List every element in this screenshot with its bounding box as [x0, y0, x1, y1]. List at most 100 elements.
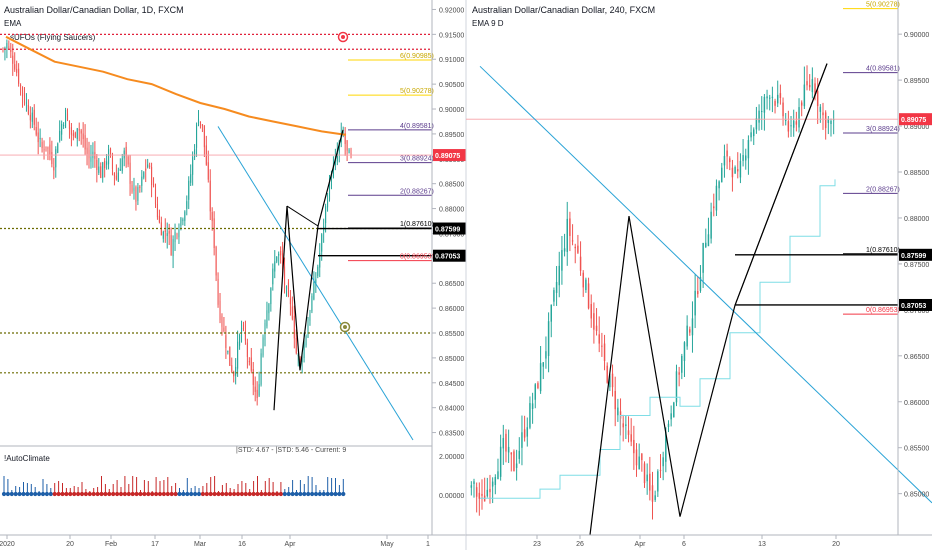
right-candle	[526, 427, 529, 437]
right-candle	[739, 160, 742, 178]
left-candle	[76, 128, 78, 139]
autoclimate-dot	[313, 491, 319, 497]
left-candle	[70, 127, 72, 135]
right-fib-label: 5(0.90278)	[866, 2, 900, 9]
autoclimate-tick-0: 0.00000	[439, 493, 464, 500]
left-fib-label: 6(0.90985)	[400, 53, 434, 60]
left-candle	[94, 152, 96, 159]
left-candle	[284, 266, 286, 285]
left-candle	[25, 102, 27, 104]
left-candle	[180, 218, 182, 226]
left-candle	[242, 324, 245, 329]
right-candle	[478, 492, 481, 499]
left-candle	[182, 219, 184, 222]
autoclimate-dot	[99, 491, 104, 497]
right-candle	[502, 438, 505, 449]
autoclimate-dot	[76, 491, 81, 497]
right-pane[interactable]: Australian Dollar/Canadian Dollar, 240, …	[466, 0, 932, 548]
left-ufo-marker-red-core	[341, 35, 345, 39]
right-candle	[766, 96, 768, 99]
left-candle	[21, 87, 24, 97]
left-candle	[215, 246, 217, 276]
autoclimate-dot	[169, 491, 174, 497]
left-y-tick-label: 0.90500	[439, 82, 464, 89]
left-x-tick-label: 2020	[0, 541, 15, 548]
left-time-axis[interactable]: 2020 20 Feb 17 Mar 16 Apr May 1	[0, 534, 466, 548]
left-candle	[199, 121, 202, 123]
right-time-axis[interactable]: 23 26 Apr 6 13 20	[466, 534, 932, 548]
left-price-axis[interactable]: 0.92000 0.91500 0.91000 0.90500 0.90000 0.895…	[0, 0, 466, 535]
left-candle	[240, 327, 243, 333]
left-y-tick-label: 0.89500	[439, 132, 464, 139]
left-candle	[235, 366, 237, 376]
left-candle	[125, 146, 127, 156]
right-candle	[510, 452, 513, 455]
right-candle	[579, 256, 582, 271]
right-x-tick-label: 20	[832, 541, 840, 548]
left-candle	[39, 137, 41, 140]
left-candle	[152, 184, 155, 187]
left-candle	[29, 114, 31, 121]
right-y-tick-label: 0.86500	[904, 354, 929, 361]
left-candle	[82, 133, 84, 140]
right-candle	[784, 119, 787, 121]
right-price-axis[interactable]: 0.90000 0.89500 0.89000 0.88500 0.88000 0.875…	[897, 0, 932, 535]
left-candle	[2, 48, 4, 50]
autoclimate-dot	[150, 491, 155, 497]
right-candle	[667, 423, 670, 427]
right-candle	[808, 84, 811, 88]
right-candle	[758, 110, 760, 123]
right-candle	[622, 423, 624, 428]
left-price-label-bg	[433, 222, 466, 235]
left-candle	[16, 69, 18, 73]
left-fib-label: 2(0.88267)	[400, 188, 434, 195]
left-y-tick-label: 0.84000	[439, 406, 464, 413]
left-pane[interactable]: Australian Dollar/Canadian Dollar, 1D, F…	[0, 0, 466, 548]
right-candle	[763, 96, 766, 113]
right-candle	[753, 129, 755, 137]
left-candle	[12, 55, 14, 64]
right-candle	[832, 119, 835, 121]
left-candle	[280, 250, 282, 256]
left-candle	[168, 231, 170, 234]
left-candle	[192, 157, 194, 175]
left-candle	[321, 234, 323, 252]
left-candle	[14, 64, 16, 70]
left-candle	[65, 109, 67, 129]
right-candle	[521, 432, 523, 448]
right-candle	[745, 155, 747, 161]
right-candle	[513, 451, 515, 472]
autoclimate-dot	[321, 491, 326, 497]
right-candle	[827, 119, 830, 123]
left-candle	[289, 298, 291, 305]
left-candle	[4, 47, 6, 50]
autoclimate-dot	[111, 491, 116, 497]
right-candle	[529, 403, 531, 428]
left-indicator-ufos: sUFOs (Flying Saucers)	[10, 33, 96, 42]
left-candle	[109, 148, 112, 156]
left-pattern-diagonal	[286, 205, 319, 227]
left-candle	[254, 386, 256, 392]
left-price-label: 0.89075	[435, 153, 460, 160]
autoclimate-dot	[37, 491, 42, 497]
right-candle	[795, 121, 798, 125]
left-candle	[178, 229, 180, 238]
left-candle	[141, 176, 143, 186]
left-candle	[188, 180, 190, 200]
left-candle	[147, 164, 149, 168]
autoclimate-dot	[103, 491, 108, 497]
left-candle	[135, 187, 137, 202]
left-candle	[176, 234, 178, 236]
autoclimate-dot	[157, 491, 163, 497]
autoclimate-dot	[267, 491, 272, 497]
left-y-tick-label: 0.88000	[439, 207, 464, 214]
left-fib-label: 4(0.89581)	[400, 123, 434, 130]
left-candle	[113, 172, 115, 177]
right-candle	[697, 291, 699, 295]
left-candle	[299, 358, 301, 361]
right-candle	[486, 489, 489, 497]
left-candle	[57, 143, 59, 153]
left-candle	[350, 153, 352, 155]
left-candle	[291, 306, 293, 319]
autoclimate-dot	[79, 491, 85, 497]
